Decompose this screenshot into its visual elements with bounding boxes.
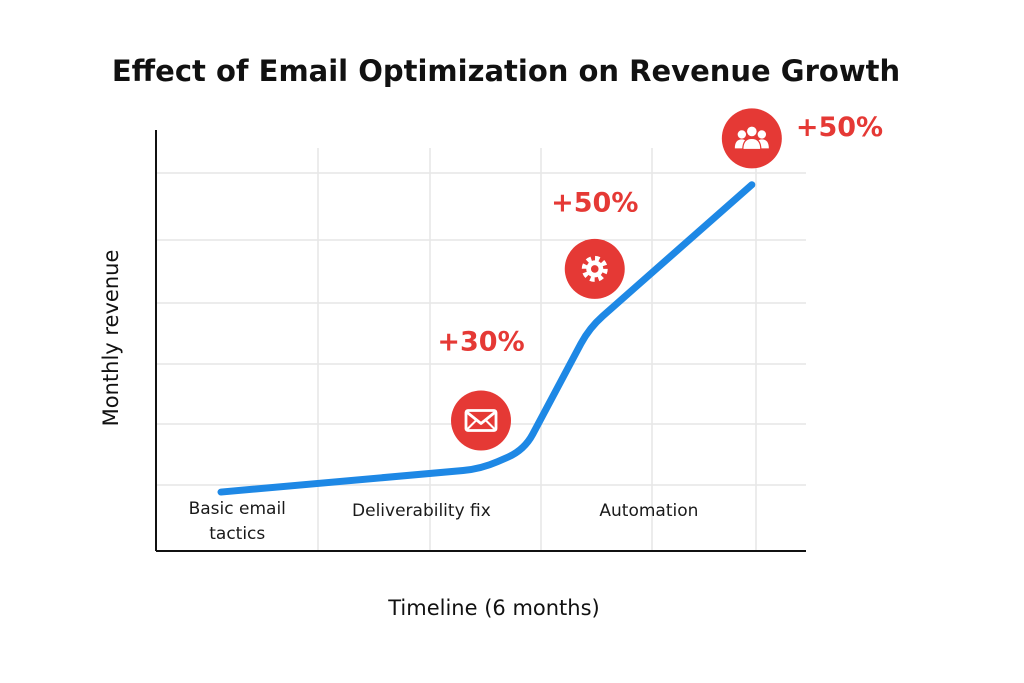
annotation-label: +50% [796, 112, 883, 143]
gear-icon [581, 255, 608, 282]
growth-annotations: +30% +50% +50% [437, 108, 883, 451]
annotation-badge [451, 390, 511, 451]
people-icon [734, 126, 769, 151]
phase-labels: Basic email tactics Deliverability fix Auto… [189, 499, 699, 544]
phase-label-line: Basic email [189, 499, 286, 519]
mail-icon [464, 409, 498, 432]
annotation-label: +50% [551, 188, 638, 219]
phase-label-line: tactics [209, 524, 265, 544]
annotation-1: +30% [437, 327, 525, 451]
series-line-monthly-revenue [217, 181, 756, 496]
annotation-2: +50% [551, 188, 638, 299]
chart-title: Effect of Email Optimization on Revenue … [112, 54, 900, 88]
phase-label-line: Deliverability fix [352, 501, 491, 521]
phase-label-line: Automation [599, 501, 698, 521]
annotation-3: +50% [721, 108, 883, 169]
y-axis-label: Monthly revenue [99, 250, 123, 427]
x-axis-label: Timeline (6 months) [387, 596, 600, 620]
annotation-label: +30% [437, 327, 524, 358]
phase-label-1: Basic email tactics [189, 499, 286, 544]
phase-label-2: Deliverability fix [352, 501, 491, 521]
phase-label-3: Automation [599, 501, 698, 521]
